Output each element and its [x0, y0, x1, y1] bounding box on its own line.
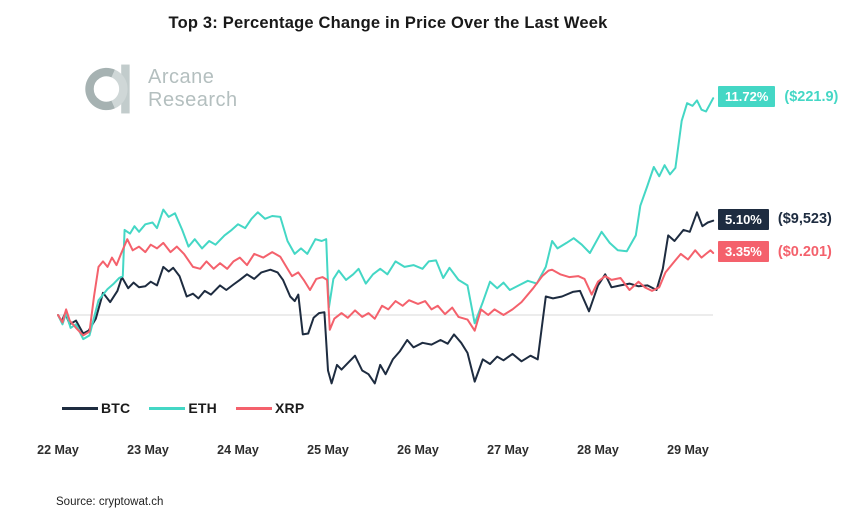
legend-item-eth: ETH — [149, 400, 217, 416]
x-tick-label: 24 May — [217, 443, 259, 457]
legend-label-xrp: XRP — [274, 400, 305, 416]
x-tick-label: 23 May — [127, 443, 169, 457]
chart-title: Top 3: Percentage Change in Price Over t… — [168, 14, 608, 32]
arcane-logo-a-icon — [85, 64, 130, 114]
series-line-eth — [57, 97, 715, 341]
legend-line-swatch-btc — [62, 406, 98, 410]
x-tick-label: 22 May — [37, 443, 79, 457]
x-tick-label: 28 May — [577, 443, 619, 457]
legend-label-eth: ETH — [188, 400, 217, 416]
legend-line-swatch-xrp — [235, 406, 272, 410]
arcane-research-logo: Arcane Research — [85, 63, 238, 115]
logo-word-arcane: Arcane — [148, 66, 215, 88]
x-tick-label: 27 May — [487, 443, 529, 457]
x-tick-label: 29 May — [667, 443, 709, 457]
legend-item-xrp: XRP — [235, 400, 305, 416]
arcane-logo-wordmark: Arcane Research — [148, 66, 238, 112]
logo-word-research: Research — [148, 89, 238, 111]
x-tick-label: 25 May — [307, 443, 349, 457]
series-line-btc — [57, 211, 715, 385]
series-line-xrp — [57, 238, 715, 337]
legend-item-btc: BTC — [62, 400, 130, 416]
x-tick-label: 26 May — [397, 443, 439, 457]
source-note: Source: cryptowat.ch — [56, 496, 164, 508]
chart-legend: BTC ETH XRP — [62, 400, 323, 416]
legend-label-btc: BTC — [101, 400, 131, 416]
legend-line-swatch-eth — [149, 406, 186, 410]
